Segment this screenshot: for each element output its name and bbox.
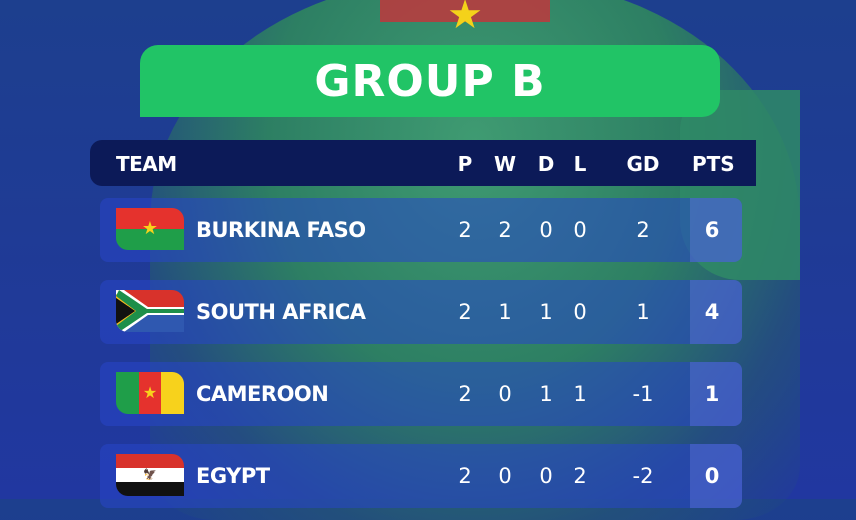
cell-w: 2 [498,218,512,242]
cell-w: 1 [498,300,512,324]
cell-p: 2 [458,464,472,488]
cell-pts: 6 [704,218,720,242]
cell-pts: 1 [704,382,720,406]
header-pts: PTS [692,152,735,176]
team-name: SOUTH AFRICA [196,300,366,324]
table-row: 🦅 EGYPT 2 0 0 2 -2 0 [100,444,742,508]
cell-p: 2 [458,300,472,324]
cell-gd: 2 [636,218,650,242]
cell-pts: 0 [704,464,720,488]
cell-l: 0 [573,300,587,324]
header-w: W [493,152,517,176]
table-row: SOUTH AFRICA 2 1 1 0 1 4 [100,280,742,344]
table-header: TEAM P W D L GD PTS [90,140,756,186]
header-l: L [573,152,587,176]
cell-l: 1 [573,382,587,406]
cell-w: 0 [498,464,512,488]
pts-cell-bg [690,362,742,426]
cameroon-flag-icon: ★ [116,372,184,414]
table-row: ★ BURKINA FASO 2 2 0 0 2 6 [100,198,742,262]
burkina-faso-flag-icon: ★ [116,208,184,250]
group-title: GROUP B [314,55,546,107]
cell-l: 2 [573,464,587,488]
cell-p: 2 [458,382,472,406]
jersey-star-icon: ★ [447,0,483,38]
cell-d: 0 [539,218,553,242]
header-gd: GD [626,152,660,176]
team-name: CAMEROON [196,382,329,406]
pts-cell-bg [690,280,742,344]
jersey-flag-stripe [380,0,550,22]
pts-cell-bg [690,444,742,508]
cell-w: 0 [498,382,512,406]
cell-pts: 4 [704,300,720,324]
cell-gd: -1 [632,382,654,406]
cell-gd: -2 [632,464,654,488]
egypt-flag-icon: 🦅 [116,454,184,496]
cell-gd: 1 [636,300,650,324]
cell-p: 2 [458,218,472,242]
group-title-banner: GROUP B [140,45,720,117]
cell-d: 1 [539,300,553,324]
team-name: EGYPT [196,464,270,488]
team-name: BURKINA FASO [196,218,366,242]
pts-cell-bg [690,198,742,262]
header-p: P [457,152,473,176]
header-d: D [537,152,555,176]
cell-l: 0 [573,218,587,242]
south-africa-flag-icon [116,290,184,332]
cell-d: 1 [539,382,553,406]
table-row: ★ CAMEROON 2 0 1 1 -1 1 [100,362,742,426]
cell-d: 0 [539,464,553,488]
header-team: TEAM [116,152,177,176]
